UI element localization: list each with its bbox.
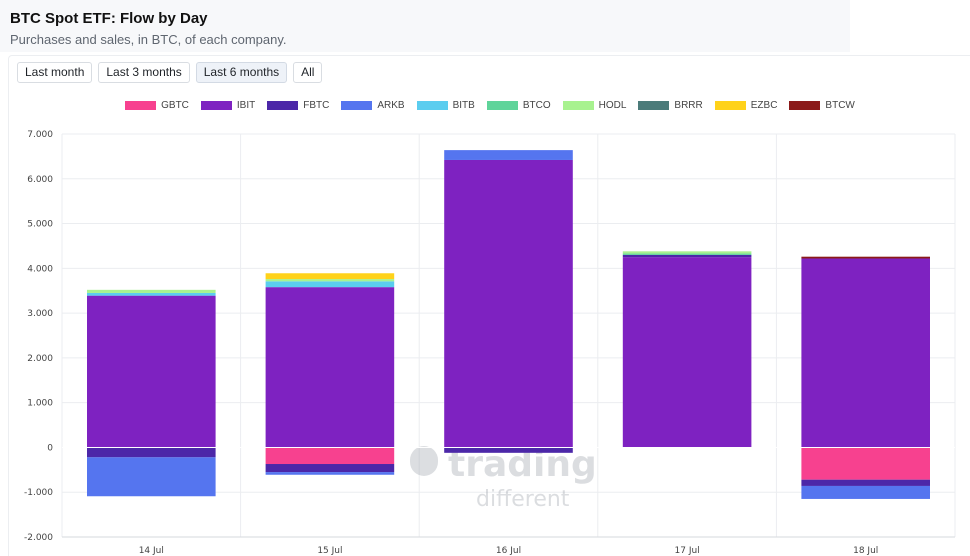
legend-swatch <box>341 101 373 110</box>
bar-segment-fbtc[interactable] <box>622 254 752 258</box>
legend-swatch <box>562 101 594 110</box>
bar-segment-ezbc[interactable] <box>265 273 395 280</box>
legend-swatch <box>267 101 299 110</box>
x-tick-label: 17 Jul <box>675 546 700 556</box>
y-tick-label: 6.000 <box>27 175 53 185</box>
legend-item-gbtc[interactable]: GBTC <box>125 100 189 111</box>
bar-segment-hodl[interactable] <box>265 279 395 282</box>
bar-segment-fbtc[interactable] <box>801 479 930 486</box>
legend-label: HODL <box>598 100 627 111</box>
legend-item-fbtc[interactable]: FBTC <box>267 100 329 111</box>
legend-item-bitb[interactable]: BITB <box>416 100 475 111</box>
y-tick-label: -1.000 <box>24 488 53 498</box>
bar-segment-btco[interactable] <box>622 253 752 255</box>
legend-swatch <box>416 101 448 110</box>
x-tick-label: 14 Jul <box>139 546 164 556</box>
range-button-last-3-months[interactable]: Last 3 months <box>98 62 190 83</box>
legend-item-arkb[interactable]: ARKB <box>341 100 405 111</box>
watermark-logo <box>410 446 438 476</box>
bar-segment-arkb[interactable] <box>444 150 573 160</box>
legend-label: BRRR <box>674 100 703 111</box>
bar-segment-fbtc[interactable] <box>265 464 395 473</box>
y-tick-label: 1.000 <box>27 399 53 409</box>
bar-segment-bitb[interactable] <box>265 281 395 288</box>
bar-segment-ibit[interactable] <box>265 287 395 448</box>
x-tick-label: 15 Jul <box>317 546 342 556</box>
legend-label: ARKB <box>377 100 405 111</box>
range-button-all[interactable]: All <box>293 62 323 83</box>
bar-segment-arkb[interactable] <box>87 457 216 497</box>
legend-swatch <box>125 101 157 110</box>
legend-item-brrr[interactable]: BRRR <box>638 100 703 111</box>
y-tick-label: 3.000 <box>27 309 53 319</box>
range-button-last-month[interactable]: Last month <box>17 62 93 83</box>
legend-label: BTCW <box>825 100 855 111</box>
y-tick-label: 2.000 <box>27 354 53 364</box>
header: BTC Spot ETF: Flow by Day Purchases and … <box>0 0 850 52</box>
bar-segment-hodl[interactable] <box>622 251 752 254</box>
bar-segment-gbtc[interactable] <box>801 447 930 480</box>
bar-segment-arkb[interactable] <box>265 472 395 475</box>
legend-item-ibit[interactable]: IBIT <box>200 100 256 111</box>
y-tick-label: 0 <box>47 443 53 453</box>
legend-item-btco[interactable]: BTCO <box>486 100 551 111</box>
range-button-group: Last month Last 3 months Last 6 months A… <box>17 62 323 83</box>
y-tick-label: 7.000 <box>27 130 53 140</box>
legend-swatch <box>789 101 821 110</box>
bar-segment-ibit[interactable] <box>801 258 930 448</box>
legend-label: BITB <box>452 100 475 111</box>
y-tick-label: 4.000 <box>27 264 53 274</box>
legend-swatch <box>714 101 746 110</box>
bar-segment-bitb[interactable] <box>87 292 216 296</box>
legend-item-btcw[interactable]: BTCW <box>789 100 855 111</box>
bar-segment-ibit[interactable] <box>622 257 752 448</box>
watermark-text: different <box>476 487 570 512</box>
bar-segment-fbtc[interactable] <box>444 447 573 453</box>
bar-segment-arkb[interactable] <box>801 485 930 499</box>
legend-swatch <box>200 101 232 110</box>
legend-label: FBTC <box>303 100 330 111</box>
bar-segment-gbtc[interactable] <box>265 447 395 465</box>
x-tick-label: 16 Jul <box>496 546 521 556</box>
legend-swatch <box>486 101 518 110</box>
bar-segment-fbtc[interactable] <box>87 447 216 458</box>
legend-label: EZBC <box>750 100 778 111</box>
legend-item-hodl[interactable]: HODL <box>562 100 627 111</box>
legend-label: IBIT <box>236 100 256 111</box>
legend-label: BTCO <box>522 100 551 111</box>
bar-segment-ibit[interactable] <box>444 159 573 448</box>
bar-segment-btcw[interactable] <box>801 256 930 259</box>
page-title: BTC Spot ETF: Flow by Day <box>10 10 208 27</box>
bar-segment-ibit[interactable] <box>87 295 216 448</box>
legend-item-ezbc[interactable]: EZBC <box>714 100 778 111</box>
bar-segment-hodl[interactable] <box>87 289 216 293</box>
chart-legend: GBTC IBIT FBTC ARKB BITB BTCO HODL BRRR EZBC BTCW <box>0 100 970 111</box>
y-tick-label: 5.000 <box>27 220 53 230</box>
y-tick-label: -2.000 <box>24 533 53 543</box>
legend-swatch <box>638 101 670 110</box>
x-tick-label: 18 Jul <box>853 546 878 556</box>
legend-label: GBTC <box>161 100 189 111</box>
page-subtitle: Purchases and sales, in BTC, of each com… <box>10 32 287 47</box>
range-button-last-6-months[interactable]: Last 6 months <box>195 62 288 83</box>
